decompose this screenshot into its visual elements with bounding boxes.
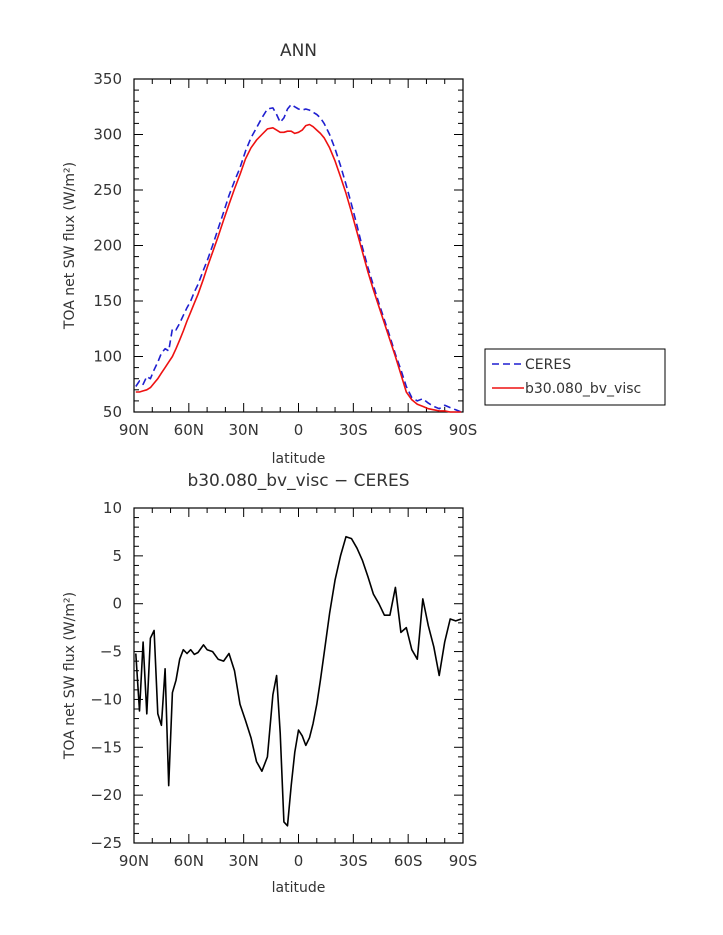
plot-frame: [133, 507, 464, 844]
x-tick-label: 90N: [119, 421, 149, 439]
x-tick-label: 60N: [174, 421, 204, 439]
series-line-difference: [135, 535, 462, 827]
plot-frame: [133, 78, 464, 413]
x-tick-label: 60N: [174, 852, 204, 870]
legend-label: CERES: [525, 357, 571, 373]
legend-box: [484, 348, 666, 406]
x-axis-label: latitude: [272, 451, 326, 467]
x-tick-label: 90S: [449, 421, 478, 439]
x-tick-label: 60S: [394, 421, 423, 439]
y-tick-label: 10: [103, 499, 122, 517]
x-tick-label: 30N: [229, 852, 259, 870]
y-tick-label: 200: [93, 237, 122, 255]
y-axis-label: TOA net SW flux (W/m²): [62, 592, 78, 760]
y-tick-label: −10: [90, 690, 122, 708]
x-tick-label: 0: [294, 421, 304, 439]
y-tick-label: 350: [93, 70, 122, 88]
y-tick-label: 50: [103, 403, 122, 421]
x-tick-label: 0: [294, 852, 304, 870]
chart-title: ANN: [280, 41, 317, 61]
y-axis-label: TOA net SW flux (W/m²): [62, 162, 78, 330]
y-tick-label: 300: [93, 126, 122, 144]
y-tick-label: −25: [90, 834, 122, 852]
chart-title: b30.080_bv_visc − CERES: [187, 471, 409, 491]
y-tick-label: −20: [90, 786, 122, 804]
y-tick-label: 0: [112, 595, 122, 613]
x-tick-label: 30S: [339, 852, 368, 870]
x-tick-label: 30S: [339, 421, 368, 439]
x-axis-label: latitude: [272, 880, 326, 896]
legend-label: b30.080_bv_visc: [525, 381, 641, 397]
chart-panel-1: ANN 90N 60N 30N 0 30S 60S 90S 50 100 150 200 250 300 3…: [62, 41, 666, 467]
y-tick-label: 250: [93, 181, 122, 199]
chart-panel-2: b30.080_bv_visc − CERES 90N 60N 30N 0 30S 60S 9…: [62, 471, 477, 896]
y-tick-label: 5: [112, 547, 122, 565]
x-tick-label: 90N: [119, 852, 149, 870]
series-line-b30-080-bv-visc: [135, 123, 462, 413]
series-line-ceres: [135, 103, 462, 413]
y-tick-label: −5: [100, 643, 122, 661]
x-tick-label: 30N: [229, 421, 259, 439]
y-tick-label: −15: [90, 738, 122, 756]
y-tick-label: 100: [93, 348, 122, 366]
x-tick-label: 60S: [394, 852, 423, 870]
legend: CERES b30.080_bv_visc: [484, 348, 666, 406]
x-tick-label: 90S: [449, 852, 478, 870]
y-tick-label: 150: [93, 292, 122, 310]
